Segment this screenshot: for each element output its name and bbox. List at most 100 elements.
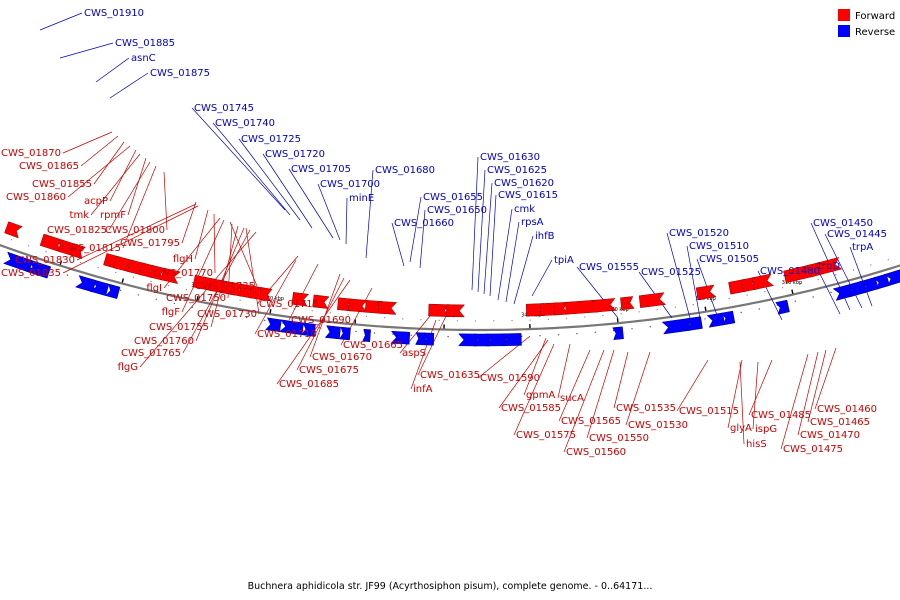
- forward-gene-arrow[interactable]: [592, 298, 617, 313]
- gene-label[interactable]: CWS_01910: [84, 8, 144, 19]
- gene-label[interactable]: CWS_01800: [105, 225, 165, 236]
- forward-gene-arrow[interactable]: [695, 284, 717, 301]
- gene-label[interactable]: acpP: [84, 196, 108, 207]
- gene-label[interactable]: CWS_01620: [494, 178, 554, 189]
- gene-label[interactable]: CWS_01860: [6, 192, 66, 203]
- gene-label[interactable]: CWS_01855: [32, 179, 92, 190]
- forward-gene-arrow[interactable]: [816, 257, 843, 276]
- gene-label[interactable]: cmk: [514, 204, 535, 215]
- reverse-gene-arrow[interactable]: [661, 318, 691, 335]
- gene-label[interactable]: CWS_01765: [121, 348, 181, 359]
- gene-label[interactable]: gpmA: [526, 390, 555, 401]
- forward-gene-arrow[interactable]: [377, 301, 398, 315]
- gene-label[interactable]: CWS_01615: [498, 190, 558, 201]
- gene-label[interactable]: CWS_01515: [679, 406, 739, 417]
- gene-label[interactable]: CWS_01565: [561, 416, 621, 427]
- gene-label[interactable]: CWS_01555: [579, 262, 639, 273]
- forward-gene-arrow[interactable]: [638, 292, 667, 308]
- reverse-gene-arrow[interactable]: [612, 326, 624, 340]
- gene-label[interactable]: tpiA: [554, 255, 574, 266]
- gene-label[interactable]: CWS_01450: [813, 218, 873, 229]
- gene-label[interactable]: CWS_01630: [480, 152, 540, 163]
- gene-label[interactable]: CWS_01660: [394, 218, 454, 229]
- gene-label[interactable]: CWS_01680: [375, 165, 435, 176]
- gene-label[interactable]: CWS_01465: [810, 417, 870, 428]
- gene-label[interactable]: CWS_01525: [641, 267, 701, 278]
- gene-label[interactable]: asnC: [131, 53, 156, 64]
- gene-label[interactable]: CWS_01720: [265, 149, 325, 160]
- gene-label[interactable]: CWS_01650: [427, 205, 487, 216]
- gene-label[interactable]: hisS: [746, 439, 767, 450]
- gene-label[interactable]: CWS_01590: [480, 373, 540, 384]
- reverse-gene-arrow[interactable]: [105, 283, 121, 300]
- gene-label[interactable]: CWS_01670: [312, 352, 372, 363]
- reverse-gene-arrow[interactable]: [362, 328, 371, 342]
- gene-label[interactable]: CWS_01505: [699, 254, 759, 265]
- gene-label[interactable]: CWS_01865: [19, 161, 79, 172]
- reverse-gene-arrow[interactable]: [25, 259, 52, 279]
- forward-gene-arrow[interactable]: [258, 287, 273, 302]
- forward-gene-arrow[interactable]: [160, 267, 181, 284]
- gene-label[interactable]: CWS_01480: [760, 266, 820, 277]
- gene-label[interactable]: CWS_01685: [279, 379, 339, 390]
- gene-label[interactable]: CWS_01745: [194, 103, 254, 114]
- gene-label[interactable]: CWS_01560: [566, 447, 626, 458]
- gene-label[interactable]: CWS_01550: [589, 433, 649, 444]
- forward-gene-arrow[interactable]: [291, 292, 310, 307]
- gene-label[interactable]: CWS_01870: [1, 148, 61, 159]
- gene-label[interactable]: CWS_01795: [120, 238, 180, 249]
- gene-label[interactable]: flgH: [173, 254, 193, 265]
- gene-label[interactable]: CWS_01705: [291, 164, 351, 175]
- reverse-gene-arrow[interactable]: [265, 317, 282, 333]
- gene-label[interactable]: CWS_01445: [827, 229, 887, 240]
- gene-label[interactable]: CWS_01530: [628, 420, 688, 431]
- gene-label[interactable]: CWS_01535: [616, 403, 676, 414]
- gene-label[interactable]: CWS_01470: [800, 430, 860, 441]
- forward-gene-arrow[interactable]: [312, 294, 330, 309]
- reverse-gene-arrow[interactable]: [339, 326, 351, 341]
- gene-label[interactable]: CWS_01740: [215, 118, 275, 129]
- gene-label[interactable]: CWS_01835: [1, 268, 61, 279]
- gene-label[interactable]: CWS_01585: [501, 403, 561, 414]
- gene-label[interactable]: CWS_01520: [669, 228, 729, 239]
- gene-label[interactable]: flgF: [162, 307, 181, 318]
- gene-label[interactable]: minE: [349, 193, 374, 204]
- gene-label[interactable]: CWS_01460: [817, 404, 877, 415]
- gene-label[interactable]: CWS_01875: [150, 68, 210, 79]
- gene-label[interactable]: CWS_01830: [15, 255, 75, 266]
- reverse-gene-arrow[interactable]: [684, 316, 703, 332]
- gene-label[interactable]: CWS_01735: [195, 281, 255, 292]
- gene-label[interactable]: CWS_01690: [291, 315, 351, 326]
- gene-label[interactable]: CWS_01635: [420, 370, 480, 381]
- gene-label[interactable]: CWS_01825: [47, 225, 107, 236]
- gene-label[interactable]: CWS_01655: [423, 192, 483, 203]
- gene-label[interactable]: CWS_01715: [259, 299, 319, 310]
- forward-gene-arrow[interactable]: [347, 298, 368, 313]
- reverse-gene-arrow[interactable]: [501, 333, 522, 347]
- gene-label[interactable]: CWS_01760: [134, 336, 194, 347]
- gene-label[interactable]: CWS_01510: [689, 241, 749, 252]
- gene-label[interactable]: infA: [413, 384, 433, 395]
- reverse-gene-arrow[interactable]: [278, 319, 304, 336]
- gene-label[interactable]: CWS_01710: [257, 329, 317, 340]
- gene-label[interactable]: CWS_01750: [166, 293, 226, 304]
- reverse-gene-arrow[interactable]: [390, 330, 411, 345]
- reverse-gene-arrow[interactable]: [423, 332, 435, 346]
- gene-label[interactable]: CWS_01700: [320, 179, 380, 190]
- forward-gene-arrow[interactable]: [70, 243, 86, 260]
- forward-gene-arrow[interactable]: [4, 221, 23, 239]
- reverse-gene-arrow[interactable]: [721, 310, 736, 326]
- gene-label[interactable]: CWS_01725: [241, 134, 301, 145]
- gene-label[interactable]: CWS_01815: [61, 243, 121, 254]
- gene-label[interactable]: trpA: [852, 242, 873, 253]
- reverse-gene-arrow[interactable]: [89, 279, 110, 297]
- gene-features[interactable]: [2, 221, 900, 347]
- gene-label[interactable]: CWS_01625: [487, 165, 547, 176]
- gene-label[interactable]: ihfB: [535, 231, 555, 242]
- forward-gene-arrow[interactable]: [446, 304, 466, 318]
- forward-gene-arrow[interactable]: [751, 273, 775, 290]
- gene-label[interactable]: CWS_01885: [115, 38, 175, 49]
- reverse-gene-arrow[interactable]: [706, 312, 726, 328]
- gene-label[interactable]: CWS_01475: [783, 444, 843, 455]
- gene-label[interactable]: trpD: [818, 261, 840, 272]
